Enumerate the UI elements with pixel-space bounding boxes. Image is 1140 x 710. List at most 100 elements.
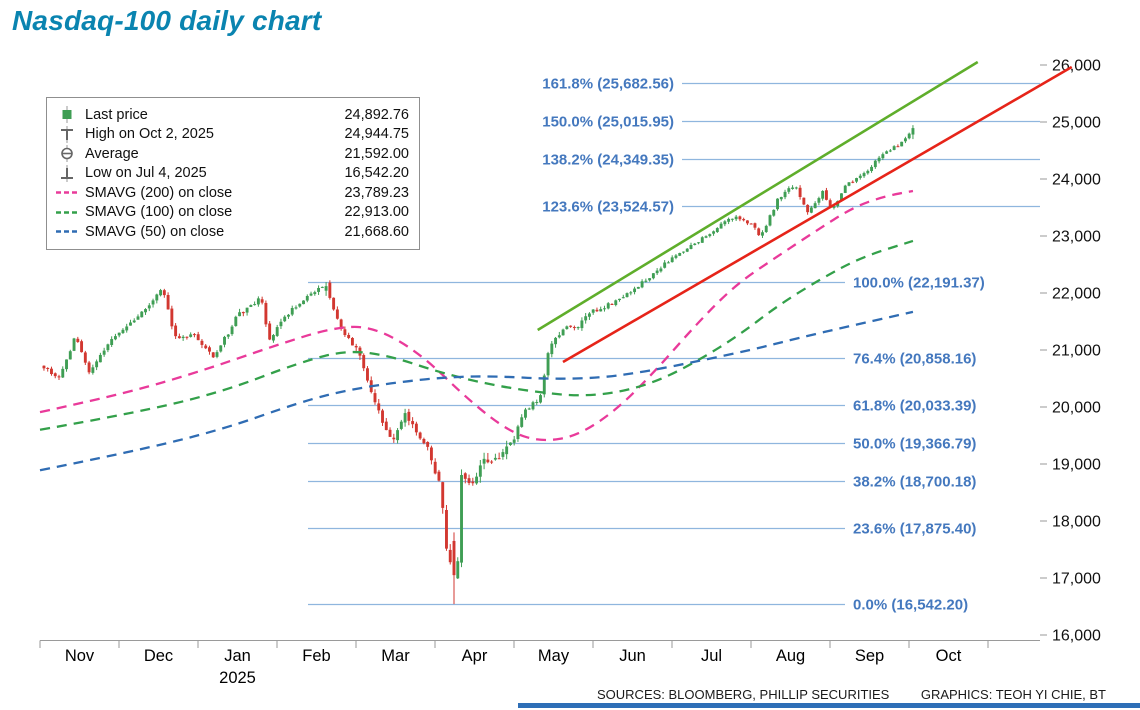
candle	[125, 323, 129, 333]
candle	[422, 437, 426, 445]
sma-dash-icon	[55, 223, 85, 240]
candle	[245, 307, 249, 316]
candle	[381, 408, 384, 426]
candle	[742, 217, 746, 222]
candle	[279, 318, 283, 330]
lower-channel-trendline	[562, 65, 1073, 364]
candle	[648, 278, 652, 282]
legend-row: SMAVG (50) on close 21,668.60	[55, 222, 409, 242]
y-axis-price-label: 23,000	[1052, 229, 1101, 246]
candle	[298, 303, 302, 308]
legend-row: High on Oct 2, 2025 24,944.75	[55, 125, 409, 145]
fib-label: 0.0% (16,542.20)	[853, 597, 968, 614]
candle	[110, 336, 114, 347]
legend-label: High on Oct 2, 2025	[85, 126, 214, 143]
candle	[787, 186, 791, 194]
candle	[576, 326, 580, 330]
candle	[83, 350, 87, 365]
candle	[520, 414, 524, 428]
x-axis: Nov Dec Jan Feb Mar Apr May Jun Jul Aug Sep Oct 2025	[39, 640, 1040, 687]
legend-row: SMAVG (100) on close 22,913.00	[55, 203, 409, 223]
candle	[121, 328, 125, 334]
legend-value: 24,944.75	[344, 126, 409, 143]
candle	[791, 185, 795, 190]
candle	[614, 299, 618, 307]
candle	[546, 351, 550, 378]
candle	[806, 204, 810, 215]
candle	[151, 298, 155, 308]
candle	[309, 291, 313, 297]
candle	[411, 417, 415, 429]
candle	[550, 340, 554, 358]
candle	[557, 331, 561, 339]
candle	[437, 469, 441, 482]
candle	[290, 305, 294, 317]
candle	[542, 373, 546, 398]
candlesticks	[42, 125, 915, 605]
candle	[392, 433, 396, 443]
candle	[223, 335, 226, 348]
candle	[809, 205, 813, 214]
candle	[482, 452, 486, 470]
x-axis-month-label: Feb	[302, 647, 330, 665]
candle	[862, 171, 866, 178]
candle	[238, 308, 242, 317]
sources-credit: SOURCES: BLOOMBERG, PHILLIP SECURITIES	[597, 687, 890, 702]
fib-label: 76.4% (20,858.16)	[853, 351, 976, 368]
legend-box: Last price 24,892.76 High on Oct 2, 2025 24…	[46, 97, 420, 250]
candle	[140, 311, 144, 318]
candle	[136, 314, 140, 320]
fib-label: 61.8% (20,033.39)	[853, 398, 976, 415]
candle	[486, 452, 490, 464]
candle	[403, 408, 407, 427]
fib-label: 50.0% (19,366.79)	[853, 436, 976, 453]
candle	[80, 339, 84, 353]
candle	[738, 215, 742, 222]
candle	[324, 282, 328, 296]
candle	[798, 185, 802, 200]
x-axis-month-label: Jul	[701, 647, 722, 665]
candle	[448, 544, 452, 565]
x-axis-year-label: 2025	[219, 669, 256, 687]
candle	[497, 452, 501, 460]
x-axis-month-label: Oct	[936, 647, 962, 665]
candle	[230, 324, 234, 336]
candle	[554, 336, 558, 348]
candle	[226, 333, 230, 339]
candle	[113, 333, 117, 341]
candle	[761, 230, 764, 239]
candle	[72, 337, 76, 352]
candle	[117, 332, 121, 338]
bottom-accent-bar	[518, 703, 1140, 708]
fib-label: 123.6% (23,524.57)	[542, 199, 674, 216]
legend-value: 22,913.00	[344, 204, 409, 221]
candle	[505, 440, 509, 460]
legend-label: SMAVG (200) on close	[85, 184, 233, 201]
candle	[418, 431, 422, 440]
candle	[565, 325, 569, 330]
candle	[388, 427, 392, 438]
candle	[132, 318, 136, 323]
candle	[595, 307, 599, 313]
legend-label: Average	[85, 145, 139, 162]
y-axis-price-label: 18,000	[1052, 514, 1101, 531]
y-axis-price-label: 16,000	[1052, 628, 1101, 645]
sma-100-line	[39, 239, 914, 431]
candle	[166, 292, 170, 310]
x-axis-month-label: Mar	[381, 647, 410, 665]
legend-value: 21,592.00	[344, 145, 409, 162]
candle	[896, 144, 900, 148]
candle	[508, 442, 512, 446]
candle	[644, 278, 648, 283]
candle	[700, 236, 704, 243]
candle	[821, 190, 825, 201]
candle	[723, 220, 727, 227]
x-axis-month-label: May	[538, 647, 570, 665]
candle	[885, 150, 889, 154]
candle	[655, 268, 659, 276]
candle	[670, 255, 674, 263]
sma-200-line	[39, 189, 914, 442]
candle	[42, 365, 46, 371]
candle	[467, 474, 471, 486]
